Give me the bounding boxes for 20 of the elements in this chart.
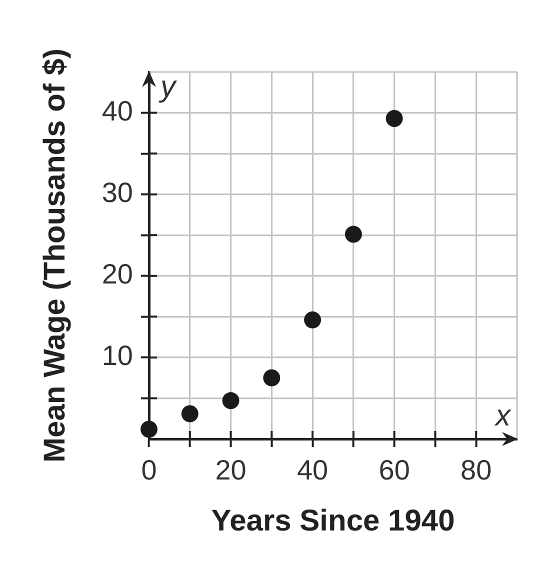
- point: [304, 311, 322, 328]
- x-tick-label: 0: [141, 454, 157, 486]
- x-tick-label: 80: [460, 454, 492, 486]
- y-tick-label: 10: [102, 340, 133, 372]
- point: [344, 226, 362, 243]
- x-tick-label: 60: [378, 454, 410, 486]
- point: [386, 110, 403, 127]
- y-axis-title: Mean Wage (Thousands of $): [38, 48, 72, 462]
- y-tick-label: 40: [102, 95, 133, 126]
- point: [181, 405, 198, 422]
- annotation: x: [494, 399, 512, 432]
- point: [263, 369, 280, 386]
- point: [140, 420, 158, 438]
- y-tick-label: 30: [102, 177, 133, 208]
- y-tick-label: 20: [102, 258, 133, 290]
- x-axis-title: Years Since 1940: [211, 504, 455, 538]
- x-tick-label: 20: [215, 454, 246, 486]
- point: [222, 392, 240, 410]
- annotation: y: [158, 70, 178, 104]
- x-tick-label: 40: [296, 454, 328, 486]
